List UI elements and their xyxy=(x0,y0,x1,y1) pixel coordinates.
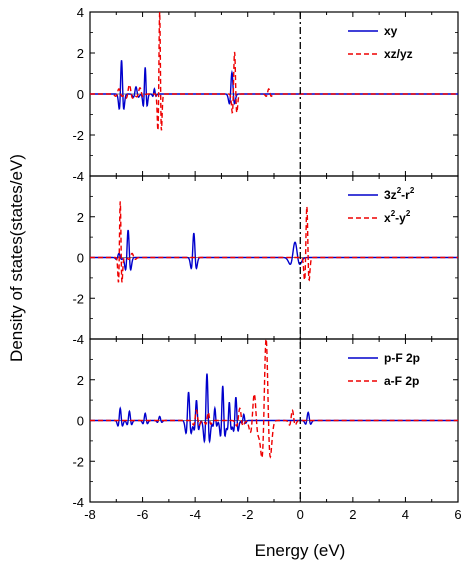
legend-label-1: 3z2-r2 xyxy=(384,186,415,202)
y-tick-label: -4 xyxy=(72,495,84,510)
series-line-2 xyxy=(90,338,458,460)
y-tick-label: -2 xyxy=(72,128,84,143)
panel-2: 2 0 -2 -4 3z2-r2 x2-y2 xyxy=(72,175,459,347)
y-tick-label: -2 xyxy=(72,291,84,306)
y-tick-label: 0 xyxy=(77,414,84,429)
y-tick-label: 2 xyxy=(77,46,84,61)
legend-label-1: p-F 2p xyxy=(384,351,420,365)
y-tick-label: 0 xyxy=(77,87,84,102)
legend-label-1: xy xyxy=(384,24,398,38)
x-tick-label: -6 xyxy=(137,507,149,522)
y-axis-title: Density of states(states/eV) xyxy=(7,154,26,362)
x-tick-label: -4 xyxy=(189,507,201,522)
x-tick-label: 2 xyxy=(349,507,356,522)
panel-3: 2 0 -2 -4 p-F 2p a-F 2p xyxy=(72,338,459,510)
series-line-2 xyxy=(90,11,458,131)
y-tick-label: -2 xyxy=(72,454,84,469)
y-tick-label: -4 xyxy=(72,332,84,347)
series-line-1 xyxy=(90,229,458,272)
panel-1: 4 2 0 -2 -4 xy xz/yz xyxy=(72,5,459,184)
panels-group: 4 2 0 -2 -4 xy xz/yz 2 0 -2 -4 3z2-r2 x2-y2 2 0 -2 -4 p-F… xyxy=(72,5,461,522)
y-tick-label: -4 xyxy=(72,169,84,184)
legend-label-2: x2-y2 xyxy=(384,209,411,225)
x-tick-label: -8 xyxy=(84,507,96,522)
series-line-1 xyxy=(90,60,458,111)
y-tick-label: 2 xyxy=(77,210,84,225)
y-tick-label: 0 xyxy=(77,251,84,266)
x-axis-title: Energy (eV) xyxy=(255,541,346,560)
y-tick-label: 2 xyxy=(77,373,84,388)
legend-label-2: a-F 2p xyxy=(384,374,419,388)
x-tick-label: -2 xyxy=(242,507,254,522)
y-tick-label: 4 xyxy=(77,5,84,20)
x-tick-label: 4 xyxy=(402,507,409,522)
legend-label-2: xz/yz xyxy=(384,47,413,61)
x-tick-label: 0 xyxy=(297,507,304,522)
series-line-1 xyxy=(90,373,458,444)
series-line-2 xyxy=(90,201,458,283)
x-tick-label: 6 xyxy=(454,507,461,522)
